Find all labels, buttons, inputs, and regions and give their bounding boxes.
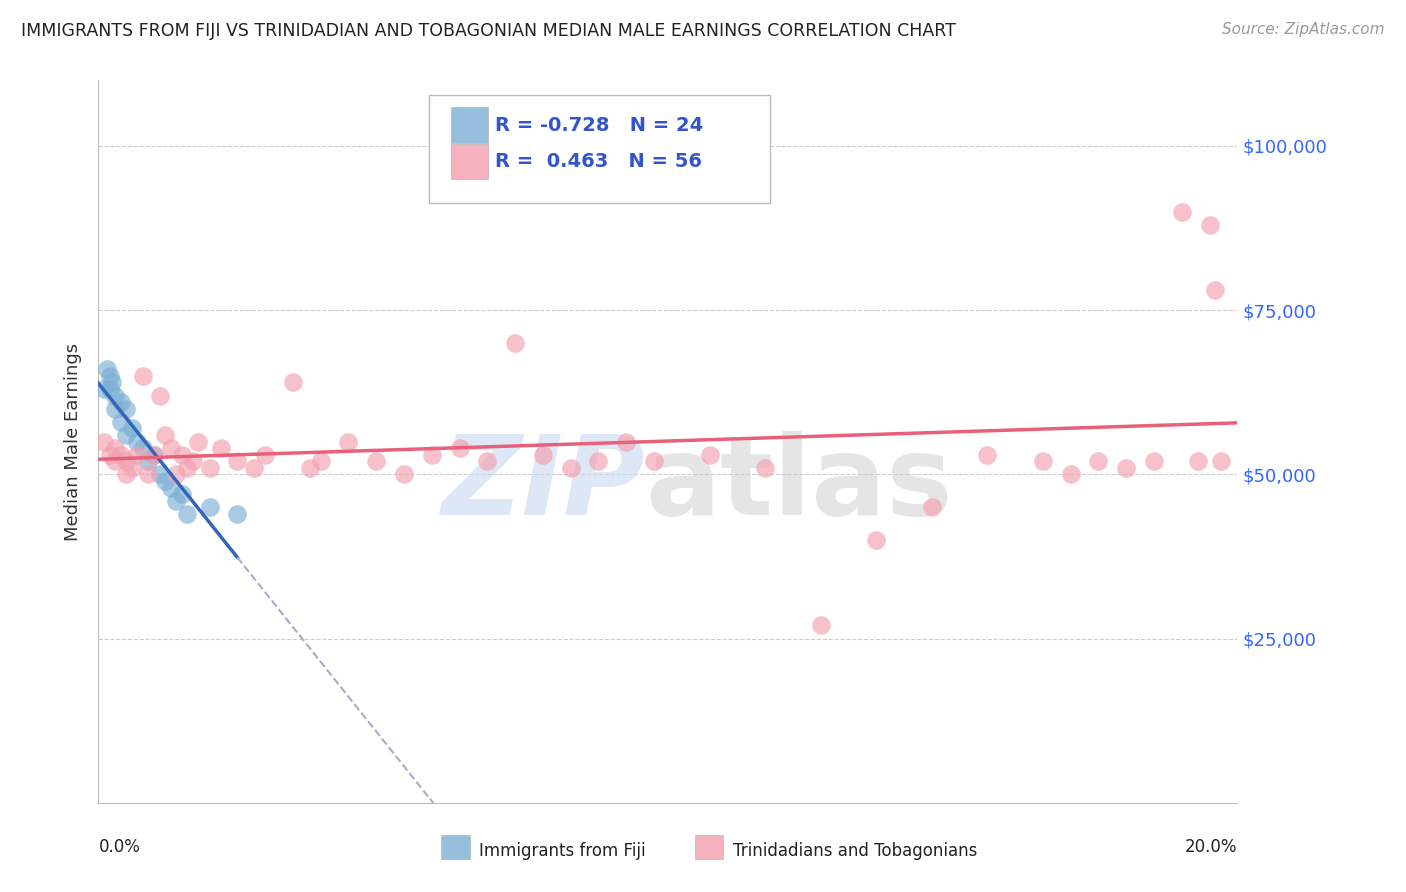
- Point: [699, 448, 721, 462]
- Point: [115, 467, 138, 482]
- Point: [976, 448, 998, 462]
- Point: [1170, 204, 1192, 219]
- Point: [127, 434, 149, 449]
- Point: [226, 454, 249, 468]
- Point: [477, 454, 499, 468]
- Point: [531, 448, 554, 462]
- Text: 0.0%: 0.0%: [98, 838, 141, 856]
- Point: [1143, 454, 1166, 468]
- Point: [176, 460, 198, 475]
- Point: [93, 382, 115, 396]
- Point: [165, 467, 187, 482]
- Point: [127, 448, 149, 462]
- Point: [104, 401, 127, 416]
- Point: [1115, 460, 1137, 475]
- Point: [153, 428, 176, 442]
- Point: [159, 441, 181, 455]
- Point: [921, 500, 943, 515]
- Point: [1209, 454, 1232, 468]
- Point: [226, 507, 249, 521]
- Point: [187, 434, 209, 449]
- Point: [243, 460, 266, 475]
- Point: [1204, 284, 1226, 298]
- Text: 20.0%: 20.0%: [1185, 838, 1237, 856]
- Point: [1198, 218, 1220, 232]
- Point: [865, 533, 887, 547]
- Point: [209, 441, 232, 455]
- Point: [198, 460, 221, 475]
- Point: [588, 454, 610, 468]
- Point: [298, 460, 321, 475]
- Point: [104, 388, 127, 402]
- Text: Immigrants from Fiji: Immigrants from Fiji: [479, 842, 647, 860]
- Point: [1032, 454, 1054, 468]
- Point: [198, 500, 221, 515]
- Point: [153, 474, 176, 488]
- Point: [110, 448, 132, 462]
- FancyBboxPatch shape: [429, 95, 770, 203]
- Point: [560, 460, 582, 475]
- Text: Trinidadians and Tobagonians: Trinidadians and Tobagonians: [733, 842, 977, 860]
- Point: [104, 454, 127, 468]
- Point: [98, 368, 121, 383]
- Point: [96, 362, 118, 376]
- Text: R =  0.463   N = 56: R = 0.463 N = 56: [495, 152, 702, 170]
- Point: [643, 454, 665, 468]
- Point: [98, 448, 121, 462]
- Text: Source: ZipAtlas.com: Source: ZipAtlas.com: [1222, 22, 1385, 37]
- Point: [159, 481, 181, 495]
- Point: [810, 618, 832, 632]
- Point: [1059, 467, 1081, 482]
- Point: [121, 421, 143, 435]
- Point: [104, 441, 127, 455]
- Point: [93, 434, 115, 449]
- Point: [181, 454, 204, 468]
- Point: [503, 336, 526, 351]
- Point: [170, 448, 193, 462]
- FancyBboxPatch shape: [451, 107, 488, 143]
- Point: [101, 376, 124, 390]
- Point: [165, 493, 187, 508]
- Point: [132, 368, 155, 383]
- Point: [143, 448, 166, 462]
- Point: [281, 376, 304, 390]
- Point: [132, 441, 155, 455]
- Point: [309, 454, 332, 468]
- Point: [115, 454, 138, 468]
- FancyBboxPatch shape: [451, 144, 488, 179]
- Point: [449, 441, 471, 455]
- Point: [138, 467, 160, 482]
- Y-axis label: Median Male Earnings: Median Male Earnings: [65, 343, 83, 541]
- Point: [148, 467, 170, 482]
- Point: [420, 448, 443, 462]
- Point: [110, 415, 132, 429]
- Text: atlas: atlas: [645, 432, 952, 539]
- Point: [754, 460, 776, 475]
- Point: [366, 454, 388, 468]
- Point: [254, 448, 277, 462]
- Text: R = -0.728   N = 24: R = -0.728 N = 24: [495, 116, 703, 135]
- Point: [337, 434, 360, 449]
- Point: [98, 382, 121, 396]
- Point: [392, 467, 415, 482]
- Point: [143, 448, 166, 462]
- Point: [176, 507, 198, 521]
- Text: ZIP: ZIP: [441, 432, 645, 539]
- Point: [614, 434, 637, 449]
- Point: [138, 454, 160, 468]
- Point: [1087, 454, 1109, 468]
- Point: [1187, 454, 1209, 468]
- Point: [110, 395, 132, 409]
- Point: [121, 460, 143, 475]
- Point: [115, 401, 138, 416]
- Point: [148, 388, 170, 402]
- Text: IMMIGRANTS FROM FIJI VS TRINIDADIAN AND TOBAGONIAN MEDIAN MALE EARNINGS CORRELAT: IMMIGRANTS FROM FIJI VS TRINIDADIAN AND …: [21, 22, 956, 40]
- Point: [170, 487, 193, 501]
- Point: [115, 428, 138, 442]
